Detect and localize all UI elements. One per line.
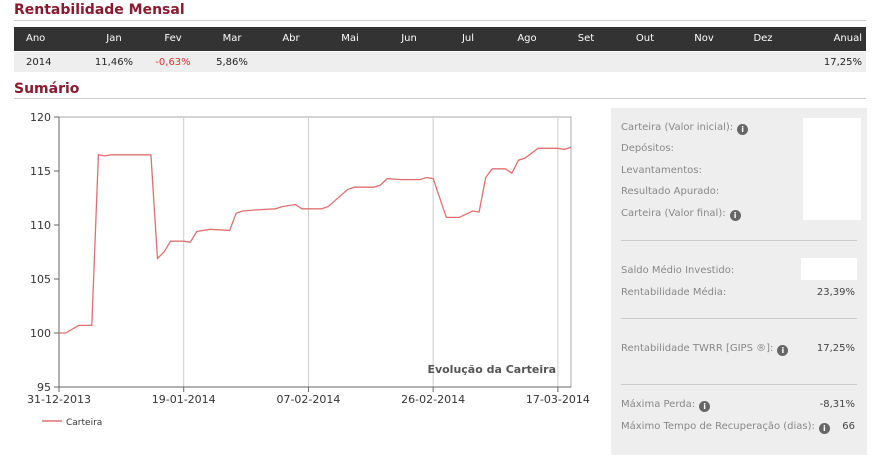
column-header: Out: [635, 33, 655, 44]
table-cell: 11,46%: [94, 57, 134, 68]
x-tick-label: 07-02-2014: [276, 393, 340, 406]
y-tick-label: 110: [30, 219, 51, 232]
info-icon[interactable]: i: [699, 401, 711, 412]
y-tick-label: 100: [30, 327, 51, 340]
column-header: Ano: [26, 33, 46, 44]
info-icon[interactable]: i: [777, 345, 789, 356]
separator: [621, 240, 857, 241]
chart: 31-12-2013 19-01-2014 07-02-2014 26-02-2014…: [27, 111, 590, 428]
summary-label: Rentabilidade Média:: [621, 287, 727, 298]
y-tick-label: 120: [30, 111, 51, 124]
table-row: [14, 52, 866, 72]
column-header: Jun: [401, 33, 417, 44]
summary-value: 66: [842, 421, 855, 432]
y-tick-label: 105: [30, 273, 51, 286]
summary-label: Depósitos:: [621, 143, 674, 154]
masked-values: [803, 118, 861, 220]
line: [59, 146, 572, 334]
table-cell: 2014: [26, 57, 52, 68]
info-icon[interactable]: i: [737, 124, 749, 135]
section-title: Rentabilidade Mensal: [14, 2, 185, 18]
summary-label: Resultado Apurado:: [621, 186, 720, 197]
summary-panel: Carteira (Valor inicial): i Depósitos: Leva…: [611, 108, 867, 455]
annotation: Evolução da Carteira: [427, 363, 556, 376]
summary-label: Saldo Médio Investido:: [621, 265, 735, 276]
x-tick-label: 19-01-2014: [152, 393, 216, 406]
column-header: Nov: [694, 33, 714, 44]
column-header: Ago: [517, 33, 537, 44]
column-header: Abr: [282, 33, 300, 44]
rule: [14, 98, 866, 99]
summary-value: 17,25%: [816, 343, 855, 354]
plot-area: [58, 116, 572, 388]
summary-label: Rentabilidade TWRR [GIPS ®]: i: [621, 343, 789, 356]
x-tick-label: 17-03-2014: [526, 393, 590, 406]
column-header: Anual: [833, 33, 862, 44]
column-header: Mai: [341, 33, 359, 44]
summary-label: Carteira (Valor inicial): i: [621, 122, 749, 135]
summary-value: 23,39%: [816, 287, 855, 298]
column-header: Fev: [164, 33, 182, 44]
separator: [621, 384, 857, 385]
info-icon[interactable]: i: [729, 210, 741, 221]
summary-label: Máxima Perda: i: [621, 399, 711, 412]
x-tick-label: 26-02-2014: [401, 393, 465, 406]
y-tick-label: 95: [37, 381, 51, 394]
section-title: Sumário: [14, 81, 80, 97]
x-tick-label: 31-12-2013: [27, 393, 91, 406]
table-header: [14, 27, 866, 51]
column-header: Jan: [106, 33, 122, 44]
info-icon[interactable]: i: [818, 423, 830, 434]
masked-values: [801, 258, 857, 280]
table-cell: 5,86%: [216, 57, 248, 68]
separator: [621, 318, 857, 319]
y-tick-label: 115: [30, 165, 51, 178]
column-header: Set: [577, 33, 595, 44]
summary-label: Máximo Tempo de Recuperação (dias): i: [621, 421, 830, 434]
summary-label: Carteira (Valor final): i: [621, 208, 741, 221]
column-header: Jul: [461, 33, 475, 44]
rule: [14, 20, 866, 21]
legend-label: Carteira: [66, 418, 102, 428]
column-header: Dez: [753, 33, 773, 44]
column-header: Mar: [222, 33, 242, 44]
table-cell: 17,25%: [823, 57, 862, 68]
table-cell: -0,63%: [155, 57, 191, 68]
summary-value: -8,31%: [819, 399, 855, 410]
summary-label: Levantamentos:: [621, 165, 702, 176]
